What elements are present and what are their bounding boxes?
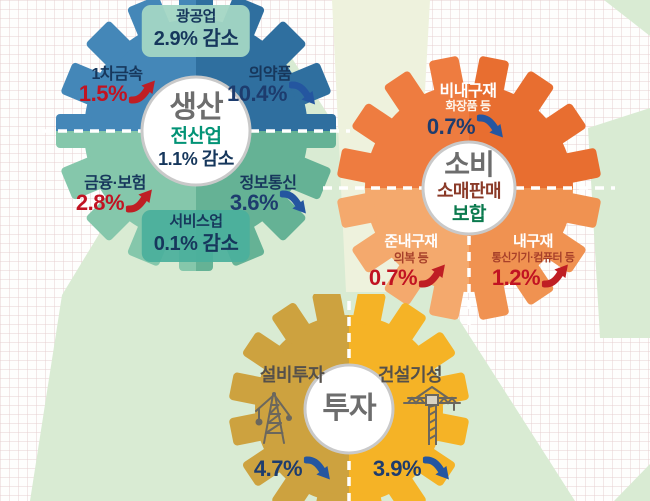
investment-item-value-facility: 4.7% — [254, 454, 334, 482]
tower-crane-icon — [403, 386, 461, 445]
production-item-label-pharmaceuticals: 의약품 — [248, 66, 292, 83]
badge-label: 서비스업 — [169, 213, 223, 230]
gear-subtitle: 전산업 — [170, 125, 222, 147]
value-text: 4.7% — [253, 456, 303, 481]
down-arrow-icon — [423, 454, 453, 481]
consumption-item-label-semidurables: 준내구재 — [384, 233, 438, 250]
value-text: 0.7% — [368, 265, 418, 290]
gear-change: 보합 — [452, 204, 486, 226]
production-item-value-finance-insurance: 2.8% — [76, 188, 156, 216]
value-text: 10.4% — [227, 81, 287, 106]
investment-item-value-construction: 3.9% — [373, 454, 453, 482]
production-center-circle-text: 생산 전산업 1.1% 감소 — [158, 91, 234, 171]
value-text: 3.9% — [372, 456, 422, 481]
down-arrow-icon — [289, 79, 319, 106]
investment-item-label-construction: 건설기성 — [377, 365, 443, 385]
badge-label: 광공업 — [176, 8, 216, 25]
gear-title: 생산 — [169, 91, 223, 125]
consumption-item-sublabel-semidurables: 의복 등 — [393, 251, 429, 265]
consumption-item-label-nondurables: 비내구재 — [439, 83, 497, 100]
production-gear — [42, 0, 350, 271]
production-bottom-badge: 서비스업 0.1% 감소 — [141, 210, 251, 262]
up-arrow-icon — [542, 263, 572, 290]
down-arrow-icon — [280, 188, 310, 215]
production-item-label-information-communication: 정보통신 — [239, 175, 297, 192]
down-arrow-icon — [477, 112, 507, 139]
gear-title: 투자 — [322, 392, 376, 426]
badge-value: 2.9% 감소 — [153, 27, 239, 50]
production-item-value-pharmaceuticals: 10.4% — [227, 79, 319, 107]
consumption-item-value-durables: 1.2% — [492, 263, 572, 291]
value-text: 1.5% — [78, 81, 128, 106]
consumption-item-label-durables: 내구재 — [513, 233, 553, 250]
production-item-label-finance-insurance: 금융·보험 — [84, 175, 146, 192]
gear-subtitle: 소매판매 — [436, 181, 502, 202]
derrick-crane-icon — [255, 392, 292, 444]
investment-center-circle-text: 투자 — [322, 392, 376, 426]
production-item-value-primary-metals: 1.5% — [79, 79, 159, 107]
badge-value: 0.1% 감소 — [153, 232, 239, 255]
up-arrow-icon — [419, 263, 449, 290]
production-top-badge: 광공업 2.9% 감소 — [141, 5, 251, 57]
value-text: 0.7% — [426, 114, 476, 139]
consumption-item-sublabel-durables: 통신기기·컴퓨터 등 — [491, 252, 575, 264]
consumption-item-value-semidurables: 0.7% — [369, 263, 449, 291]
value-text: 1.2% — [491, 265, 541, 290]
gear-title: 소비 — [444, 149, 495, 181]
production-item-label-primary-metals: 1차금속 — [91, 66, 143, 83]
consumption-item-value-nondurables: 0.7% — [427, 112, 507, 140]
gear-change: 1.1% 감소 — [158, 149, 234, 170]
consumption-gear — [323, 55, 615, 328]
consumption-center-circle-text: 소비 소매판매 보합 — [436, 149, 502, 227]
investment-item-label-facility: 설비투자 — [259, 365, 325, 385]
down-arrow-icon — [304, 454, 334, 481]
consumption-item-sublabel-nondurables: 화장품 등 — [445, 99, 492, 113]
value-text: 2.8% — [75, 190, 125, 215]
up-arrow-icon — [129, 79, 159, 106]
investment-gear — [228, 294, 470, 501]
